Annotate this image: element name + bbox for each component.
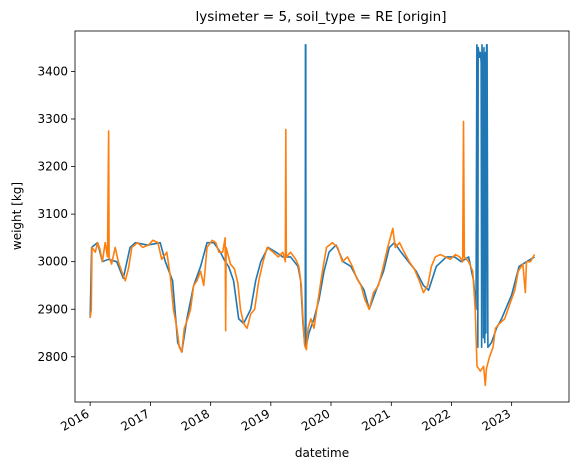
y-axis-ticks: 2800 2900 3000 3100 3200 3300 3400	[37, 64, 75, 364]
y-tick-label: 3200	[37, 160, 68, 174]
y-tick-label: 2800	[37, 350, 68, 364]
series-line-2	[89, 120, 536, 387]
y-tick-label: 3100	[37, 207, 68, 221]
y-tick-label: 2900	[37, 302, 68, 316]
series-lines	[89, 43, 536, 387]
y-tick-label: 3400	[37, 64, 68, 78]
x-axis-title: datetime	[295, 446, 349, 460]
plot-area-frame	[74, 30, 570, 403]
chart-title: lysimeter = 5, soil_type = RE [origin]	[196, 9, 447, 25]
y-axis-title: weight [kg]	[10, 182, 24, 250]
y-tick-label: 3000	[37, 255, 68, 269]
y-tick-label: 3300	[37, 112, 68, 126]
